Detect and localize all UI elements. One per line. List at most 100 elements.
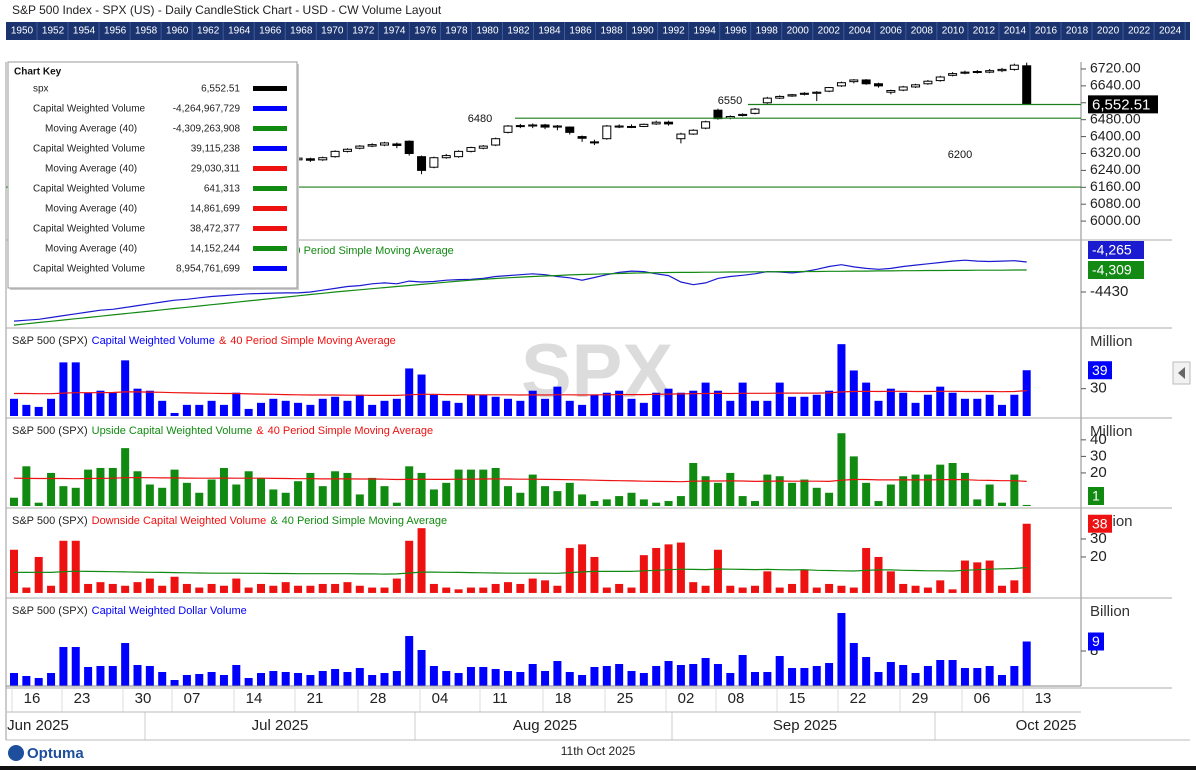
x-month-label: Sep 2025 xyxy=(773,717,837,734)
bar xyxy=(454,469,463,506)
bar xyxy=(985,484,994,506)
bar xyxy=(849,456,858,506)
bar xyxy=(47,398,56,416)
candle-body xyxy=(330,150,340,158)
bar xyxy=(343,400,352,416)
bar xyxy=(948,463,957,506)
bar xyxy=(417,528,426,593)
candle-body xyxy=(849,79,859,83)
candle-body xyxy=(305,158,315,161)
key-swatch xyxy=(253,266,287,271)
bar xyxy=(479,587,488,593)
candle-body xyxy=(688,129,698,135)
x-day-label: 23 xyxy=(74,690,91,707)
bar xyxy=(590,394,599,416)
timeline-bar[interactable] xyxy=(6,22,1190,40)
bar xyxy=(775,382,784,416)
bar xyxy=(849,587,858,593)
bar xyxy=(318,671,327,686)
timeline-year: 1972 xyxy=(352,26,375,37)
chart-key-title: Chart Key xyxy=(14,67,62,78)
bar xyxy=(936,386,945,416)
bar xyxy=(244,408,253,416)
x-day-label: 06 xyxy=(974,690,991,707)
candle-body xyxy=(528,124,538,127)
timeline-year: 1984 xyxy=(538,26,561,37)
bar xyxy=(170,680,179,686)
bar xyxy=(689,582,698,593)
annotation: 6550 xyxy=(718,95,742,107)
x-month-label: Jun 2025 xyxy=(7,717,69,734)
key-value: 38,472,377 xyxy=(190,224,240,235)
bar xyxy=(664,544,673,593)
bar xyxy=(121,585,130,593)
bar xyxy=(182,482,191,506)
bar xyxy=(689,390,698,416)
bar xyxy=(392,578,401,593)
bar xyxy=(874,400,883,416)
bar xyxy=(108,392,117,416)
timeline-year: 1952 xyxy=(42,26,65,37)
key-name: spx xyxy=(33,84,49,95)
bar xyxy=(664,661,673,686)
key-name: Moving Average (40) xyxy=(45,204,137,215)
bar xyxy=(862,657,871,686)
candle-body xyxy=(380,142,389,146)
end-label: -4,265 xyxy=(1092,242,1132,258)
candle-body xyxy=(701,121,711,129)
bar xyxy=(232,392,241,416)
bar xyxy=(145,484,154,506)
bar xyxy=(516,400,525,416)
bar xyxy=(454,402,463,416)
end-label: 38 xyxy=(1092,515,1108,531)
candle-body xyxy=(935,76,945,82)
bar xyxy=(825,663,834,686)
bar xyxy=(998,585,1006,593)
title-prefix: S&P 500 (SPX) xyxy=(12,335,88,347)
bar xyxy=(985,560,994,593)
bar xyxy=(590,556,599,593)
end-label-box xyxy=(1088,361,1112,380)
bar xyxy=(812,587,821,593)
annotation: 6200 xyxy=(948,149,972,161)
bar xyxy=(899,665,908,686)
bar xyxy=(676,496,685,506)
bar xyxy=(491,396,500,416)
bar xyxy=(331,669,340,686)
bar xyxy=(862,382,871,416)
chart-key xyxy=(7,61,298,289)
y-tick-label: 6480.00 xyxy=(1090,110,1141,126)
bar xyxy=(504,671,512,686)
bar xyxy=(862,482,871,506)
x-day-label: 22 xyxy=(850,690,867,707)
bar xyxy=(936,660,945,686)
bar xyxy=(899,476,908,506)
bar xyxy=(380,587,389,593)
bar xyxy=(59,486,68,506)
bar xyxy=(219,585,228,593)
candle-body xyxy=(429,157,439,168)
series-name: Upside Capital Weighted Volume xyxy=(92,425,253,437)
title-prefix: S&P 500 (SPX) xyxy=(12,515,88,527)
bar xyxy=(257,583,265,593)
candle-body xyxy=(911,84,921,88)
timeline-year: 1964 xyxy=(228,26,251,37)
bar xyxy=(281,672,290,686)
bar xyxy=(380,486,389,506)
bar xyxy=(170,576,179,593)
bar xyxy=(602,392,611,416)
bar xyxy=(294,402,303,416)
bar xyxy=(145,390,154,416)
key-swatch xyxy=(253,226,287,231)
bar xyxy=(466,469,475,506)
window-title: S&P 500 Index - SPX (US) - Daily CandleS… xyxy=(12,3,442,17)
bar xyxy=(207,400,216,416)
timeline-year: 1976 xyxy=(414,26,437,37)
key-swatch xyxy=(253,106,287,111)
bar xyxy=(219,467,228,506)
bar xyxy=(800,668,809,686)
y-tick-label: 6160.00 xyxy=(1090,178,1141,194)
y-tick-label: 6320.00 xyxy=(1090,144,1141,160)
bar xyxy=(318,583,327,593)
